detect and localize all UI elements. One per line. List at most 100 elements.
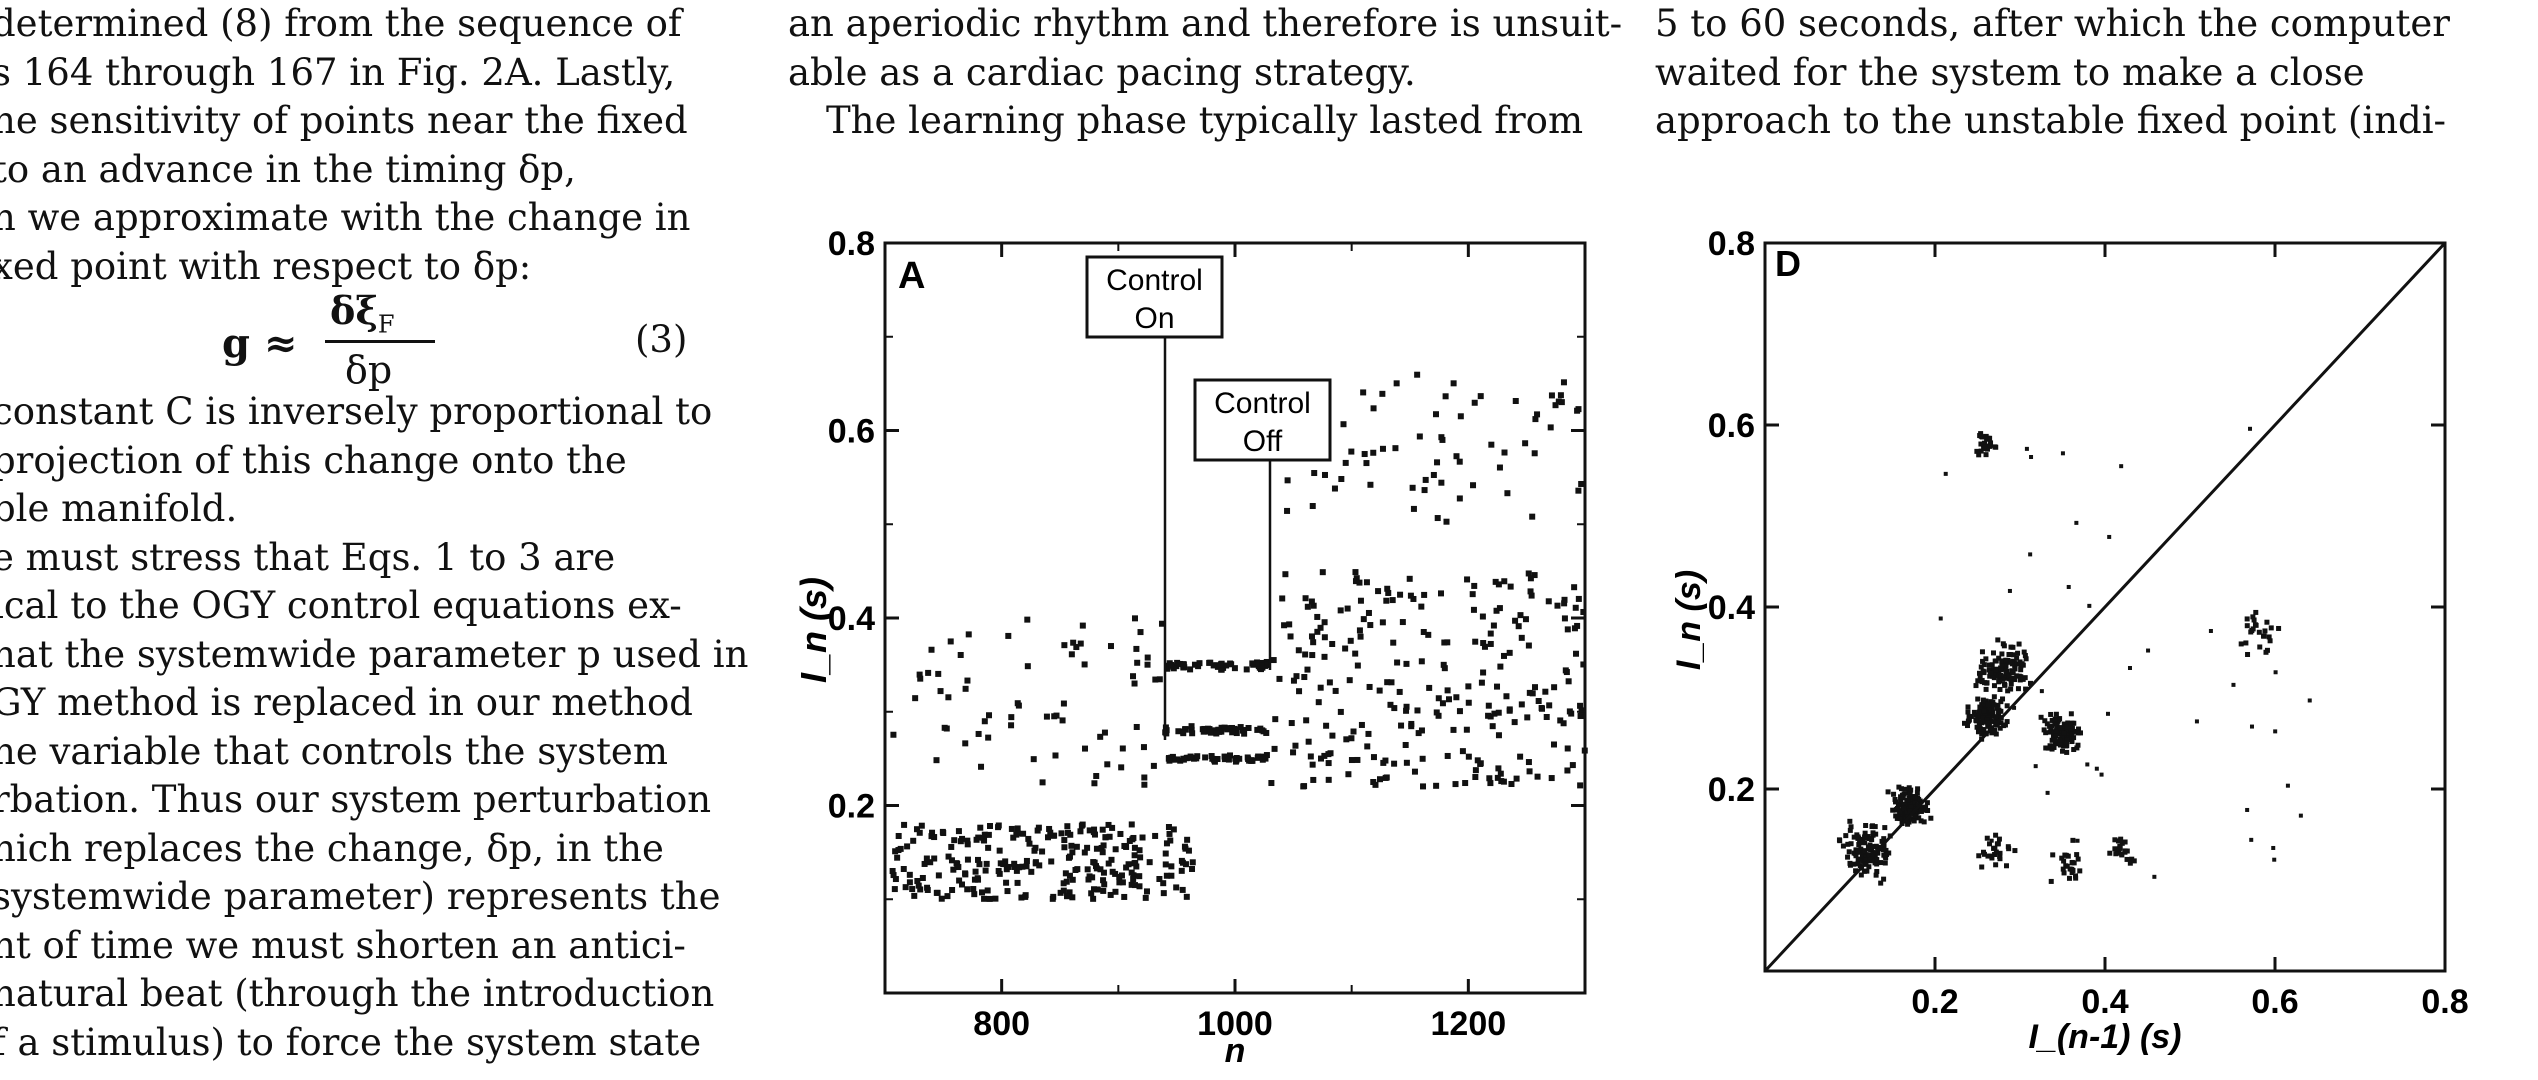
data-point <box>1504 490 1511 497</box>
data-point <box>1896 784 1902 790</box>
data-point <box>1241 730 1248 737</box>
data-point <box>1496 605 1503 612</box>
data-point <box>2016 673 2022 679</box>
data-point <box>1069 894 1076 901</box>
data-point <box>1408 723 1415 730</box>
data-point <box>1062 870 1069 877</box>
data-point <box>943 725 950 732</box>
data-point <box>1456 495 1463 502</box>
data-point <box>1420 783 1427 790</box>
data-point <box>1975 696 1981 702</box>
data-point <box>2272 857 2277 862</box>
data-point <box>1403 707 1410 714</box>
data-point <box>2024 446 2029 451</box>
data-point <box>1357 633 1364 640</box>
data-point <box>1978 664 1984 670</box>
data-point <box>912 695 919 702</box>
data-point <box>1229 729 1236 736</box>
data-point <box>1905 805 1911 811</box>
data-point <box>2029 454 2034 459</box>
data-point <box>1486 775 1493 782</box>
data-point <box>1231 665 1238 672</box>
data-point <box>1866 852 1872 858</box>
panel-d-label: D <box>1775 243 1801 284</box>
data-point <box>2045 745 2051 751</box>
annotation-text: Control <box>1106 264 1203 297</box>
data-point <box>1573 650 1580 657</box>
data-point <box>1924 800 1930 806</box>
data-point <box>1243 666 1250 673</box>
data-point <box>2006 846 2012 852</box>
data-point <box>1991 670 1997 676</box>
data-point <box>1263 729 1270 736</box>
data-point <box>1878 860 1884 866</box>
data-point <box>1981 719 1987 725</box>
data-point <box>1202 754 1209 761</box>
data-point <box>2119 840 2125 846</box>
data-point <box>1988 718 1994 724</box>
data-point <box>975 730 982 737</box>
data-point <box>1146 859 1153 866</box>
data-point <box>1477 760 1484 767</box>
data-point <box>915 882 922 889</box>
equation-denominator: δp <box>345 348 393 392</box>
data-point <box>1895 801 1901 807</box>
data-point <box>1343 736 1350 743</box>
data-point <box>1180 661 1187 668</box>
data-point <box>986 712 993 719</box>
data-point <box>1415 730 1422 737</box>
data-point <box>1869 823 1875 829</box>
data-point <box>1487 640 1494 647</box>
data-point <box>1128 821 1135 828</box>
data-point <box>956 877 963 884</box>
data-point <box>964 677 971 684</box>
data-point <box>1213 730 1220 737</box>
data-point <box>996 847 1003 854</box>
data-point <box>1574 407 1581 414</box>
data-point <box>1938 616 1943 621</box>
data-point <box>1875 850 1881 856</box>
data-point <box>1858 846 1864 852</box>
data-point <box>1310 602 1317 609</box>
data-point <box>1279 595 1286 602</box>
data-point <box>1869 857 1875 863</box>
data-point <box>2011 652 2017 658</box>
data-point <box>1987 841 1993 847</box>
data-point <box>924 884 931 891</box>
data-point <box>2061 858 2067 864</box>
data-point <box>1965 709 1971 715</box>
data-point <box>2012 848 2018 854</box>
text-line: hich replaces the change, δp, in the <box>0 826 664 870</box>
data-point <box>1342 459 1349 466</box>
data-point <box>1985 853 1991 859</box>
data-point <box>981 718 988 725</box>
data-point <box>1912 813 1918 819</box>
data-point <box>944 893 951 900</box>
data-point <box>1531 450 1538 457</box>
data-point <box>1513 775 1520 782</box>
data-point <box>1180 756 1187 763</box>
text-line: rbation. Thus our system perturbation <box>0 778 712 821</box>
data-point <box>914 878 921 885</box>
data-point <box>1375 588 1382 595</box>
data-point <box>2122 839 2128 845</box>
data-point <box>1130 673 1137 680</box>
data-point <box>1160 890 1167 897</box>
data-point <box>1170 756 1177 763</box>
data-point <box>1978 431 1984 437</box>
data-point <box>979 889 986 896</box>
data-point <box>1097 866 1104 873</box>
data-point <box>1993 667 1999 673</box>
data-point <box>1457 413 1464 420</box>
data-point <box>1908 787 1914 793</box>
data-point <box>1976 709 1982 715</box>
middle-text-column: an aperiodic rhythm and therefore is uns… <box>788 0 1622 146</box>
data-point <box>1141 781 1148 788</box>
data-point <box>1890 807 1896 813</box>
data-point <box>1345 771 1352 778</box>
data-point <box>1874 869 1880 875</box>
data-point <box>1178 867 1185 874</box>
data-point <box>1160 880 1167 887</box>
data-point <box>1258 662 1265 669</box>
data-point <box>1284 507 1291 514</box>
